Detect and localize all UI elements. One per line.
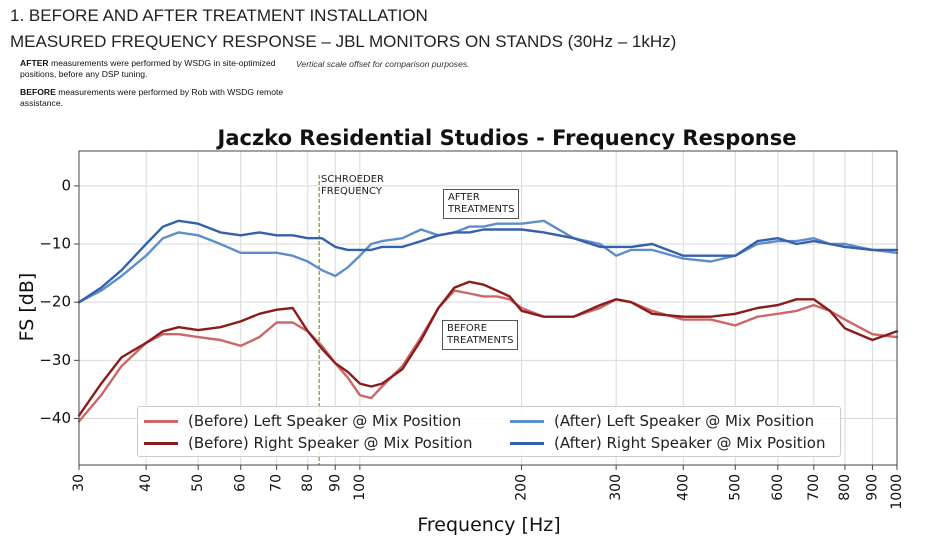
legend-item-before-left: (Before) Left Speaker @ Mix Position [144,411,461,431]
legend-item-before-right: (Before) Right Speaker @ Mix Position [144,433,473,453]
after-note: AFTER measurements were performed by WSD… [20,58,285,80]
x-tick-label: 100 [352,474,368,501]
x-tick-label: 900 [864,474,880,501]
legend-swatch-after-left [510,419,544,423]
after-note-text: measurements were performed by WSDG in s… [20,58,276,79]
legend-swatch-after-right [510,441,544,445]
x-tick-label: 400 [675,474,691,501]
series-line-3 [77,219,899,304]
before-note: BEFORE measurements were performed by Ro… [20,87,285,109]
before-note-bold: BEFORE [20,87,56,97]
after-treatments-label: AFTER TREATMENTS [443,189,520,219]
series-lines [77,219,899,423]
legend-swatch-before-right [144,441,178,445]
x-tick-label: 500 [727,474,743,501]
series-line-2 [77,219,899,304]
x-tick-label: 1000 [889,474,905,510]
y-tick-label: −10 [39,235,71,253]
y-tick-label: −40 [39,409,71,427]
legend-item-after-right: (After) Right Speaker @ Mix Position [510,433,825,453]
x-tick-label: 800 [837,474,853,501]
series-line-0 [77,289,899,423]
x-tick-label: 50 [190,474,206,492]
before-treatments-label: BEFORE TREATMENTS [442,320,519,350]
x-tick-label: 30 [71,474,87,492]
x-tick-label: 40 [138,474,154,492]
plot-frame [78,150,898,466]
legend-label-after-left: (After) Left Speaker @ Mix Position [554,412,815,430]
legend: (Before) Left Speaker @ Mix Position (Be… [137,406,841,457]
y-tick-label: −20 [39,293,71,311]
y-tick-label: 0 [61,176,71,194]
x-tick-label: 90 [327,474,343,492]
x-axis-ticks: 30 40 50 60 70 80 90 100 200 300 400 500 600 700 800 90… [71,465,905,510]
legend-label-before-right: (Before) Right Speaker @ Mix Position [188,434,473,452]
chart-title: Jaczko Residential Studios - Frequency R… [216,126,797,150]
header-line-1: 1. BEFORE AND AFTER TREATMENT INSTALLATI… [10,6,428,25]
legend-item-after-left: (After) Left Speaker @ Mix Position [510,411,814,431]
after-note-bold: AFTER [20,58,49,68]
offset-note: Vertical scale offset for comparison pur… [296,59,470,69]
x-tick-label: 60 [233,474,249,492]
schroeder-label: SCHROEDER FREQUENCY [321,174,384,197]
x-tick-label: 70 [269,474,285,492]
x-tick-label: 600 [770,474,786,501]
x-axis-label: Frequency [Hz] [417,514,560,536]
x-tick-label: 300 [608,474,624,501]
legend-label-after-right: (After) Right Speaker @ Mix Position [554,434,826,452]
header-line-2: MEASURED FREQUENCY RESPONSE – JBL MONITO… [10,32,677,51]
x-tick-label: 700 [806,474,822,501]
x-tick-label: 200 [514,474,530,501]
y-axis-ticks: 0 −10 −20 −30 −40 [39,176,79,427]
series-line-1 [77,280,899,417]
y-tick-label: −30 [39,351,71,369]
x-tick-label: 80 [300,474,316,492]
y-axis-label: FS [dB] [16,273,38,342]
legend-swatch-before-left [144,419,178,423]
legend-label-before-left: (Before) Left Speaker @ Mix Position [188,412,462,430]
before-note-text: measurements were performed by Rob with … [20,87,284,108]
